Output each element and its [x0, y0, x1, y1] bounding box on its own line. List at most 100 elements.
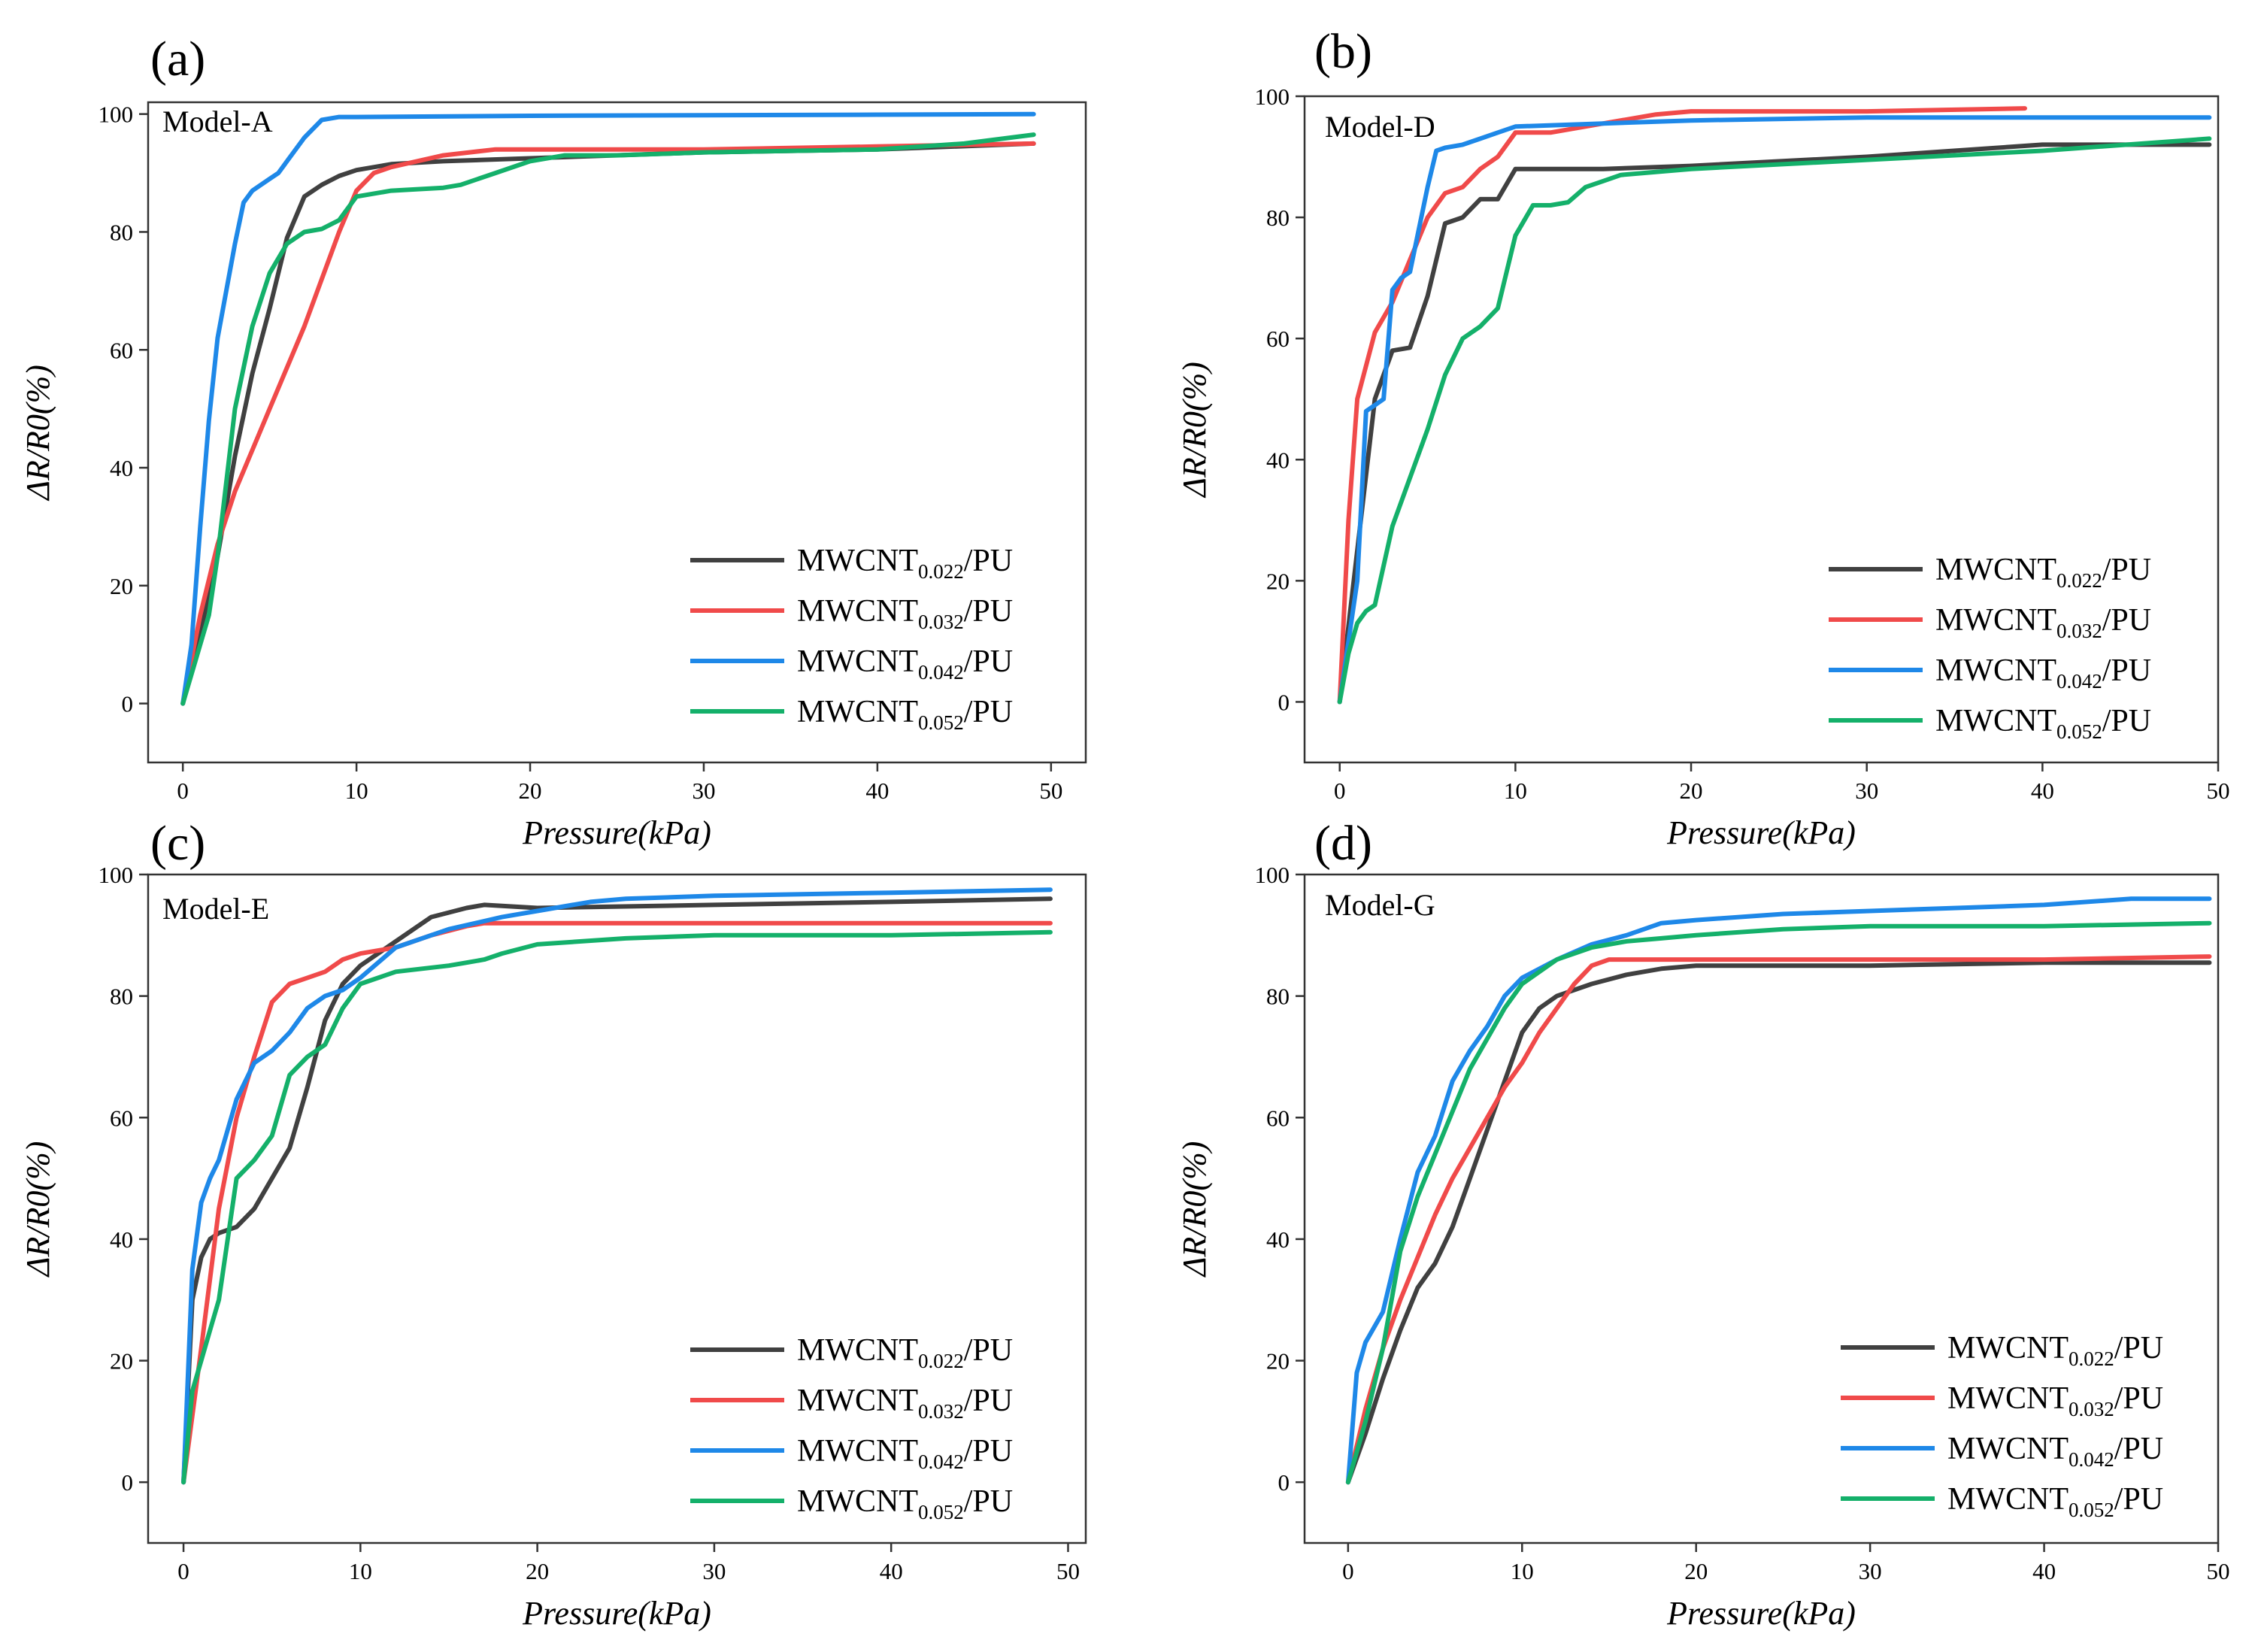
panel-2-y-tick-label: 60	[1266, 326, 1290, 352]
panel-1-x-tick-label: 50	[1039, 778, 1062, 804]
panel-3: (c) Model-E 0 10 20 30 40 50 0 20 40 60 80 100 Pressur…	[20, 816, 1087, 1632]
panel-3-x-tick-label: 20	[526, 1558, 549, 1584]
panel-2-x-tick-label: 10	[1504, 778, 1527, 804]
panel-4-series-1	[1345, 960, 2212, 1485]
panel-3-legend-label-3: MWCNT0.042/PU	[797, 1434, 1013, 1473]
panel-2-y-axis-title: ΔR/R0(%)	[1176, 362, 1213, 499]
panel-3-legend-label-2: MWCNT0.032/PU	[797, 1384, 1013, 1423]
panel-3-label: (c)	[150, 816, 205, 871]
panel-1-y-tick-label: 100	[99, 102, 134, 128]
panel-3-y-tick-label: 80	[110, 984, 133, 1010]
panel-1-x-tick-label: 0	[177, 778, 189, 804]
panel-4-legend: MWCNT0.022/PU MWCNT0.032/PU MWCNT0.042/PU M…	[1841, 1331, 2163, 1521]
panel-3-series-3	[181, 887, 1053, 1485]
panel-3-legend-label-4: MWCNT0.052/PU	[797, 1484, 1013, 1523]
panel-3-series-2	[181, 920, 1053, 1485]
panel-2-label: (b)	[1314, 24, 1372, 79]
panel-3-y-axis-title: ΔR/R0(%)	[20, 1141, 56, 1278]
panel-1: (a) Model-A 0 10 20 30 40 50 0 20 40 60 80 100 Pressur…	[20, 32, 1087, 851]
panel-4-series-3	[1345, 896, 2212, 1485]
panel-4-y-tick-label: 80	[1266, 984, 1290, 1010]
panel-2-y-tick-label: 80	[1266, 205, 1290, 231]
panel-2-y-tick-label: 100	[1255, 83, 1290, 110]
panel-3-x-tick-label: 0	[177, 1558, 189, 1584]
panel-1-series-3	[180, 111, 1036, 706]
panel-2-plot-frame	[1303, 95, 2220, 764]
panel-2-legend-label-4: MWCNT0.052/PU	[1935, 704, 2151, 743]
panel-3-y-tick-label: 100	[99, 862, 134, 888]
panel-4-x-tick-label: 40	[2032, 1558, 2056, 1584]
panel-1-y-tick-label: 0	[122, 691, 134, 717]
panel-2-x-tick-label: 20	[1680, 778, 1703, 804]
panel-1-series-2	[180, 141, 1036, 706]
panel-1-legend-label-4: MWCNT0.052/PU	[797, 695, 1013, 734]
panel-3-x-axis-title: Pressure(kPa)	[522, 1595, 711, 1632]
panel-2-x-tick-label: 50	[2207, 778, 2230, 804]
panel-3-series-4	[181, 929, 1053, 1485]
panel-2-series-3	[1337, 115, 2212, 705]
panel-1-model-title: Model-A	[162, 105, 273, 138]
panel-4-x-tick-label: 50	[2207, 1558, 2230, 1584]
panel-3-series-1	[181, 896, 1053, 1485]
panel-1-x-tick-label: 40	[865, 778, 889, 804]
panel-1-legend-label-2: MWCNT0.032/PU	[797, 594, 1013, 633]
panel-2-legend: MWCNT0.022/PU MWCNT0.032/PU MWCNT0.042/PU M…	[1829, 553, 2151, 743]
panel-4-x-axis-title: Pressure(kPa)	[1666, 1595, 1856, 1632]
panel-4-x-tick-label: 10	[1511, 1558, 1534, 1584]
panel-4-series-2	[1345, 954, 2212, 1485]
panel-2-x-axis-title: Pressure(kPa)	[1666, 814, 1856, 851]
panel-1-y-tick-label: 20	[110, 573, 133, 599]
panel-3-legend-label-1: MWCNT0.022/PU	[797, 1333, 1013, 1372]
panel-4-y-tick-label: 60	[1266, 1105, 1290, 1131]
panel-1-label: (a)	[150, 32, 205, 86]
panel-1-y-tick-label: 40	[110, 455, 133, 481]
panel-2-x-tick-label: 0	[1334, 778, 1346, 804]
panel-4-label: (d)	[1314, 816, 1372, 871]
panel-1-x-tick-label: 10	[345, 778, 368, 804]
panel-2-y-tick-label: 0	[1278, 689, 1290, 715]
panel-3-x-tick-label: 10	[349, 1558, 372, 1584]
panel-2-legend-label-2: MWCNT0.032/PU	[1935, 603, 2151, 642]
panel-2-model-title: Model-D	[1325, 110, 1435, 144]
panel-2-series-4	[1337, 136, 2212, 705]
panel-3-x-tick-label: 50	[1056, 1558, 1080, 1584]
panel-1-legend-label-1: MWCNT0.022/PU	[797, 544, 1013, 583]
panel-3-y-tick-label: 40	[110, 1226, 133, 1253]
panel-2: (b) Model-D 0 10 20 30 40 50 0 20 40 60 80 100 Pressur…	[1176, 24, 2230, 851]
panel-3-model-title: Model-E	[162, 892, 269, 926]
panel-1-y-tick-label: 80	[110, 219, 133, 245]
panel-1-y-axis-title: ΔR/R0(%)	[20, 365, 56, 502]
panel-4-y-tick-label: 40	[1266, 1226, 1290, 1253]
panel-4-series-4	[1345, 920, 2212, 1485]
panel-1-x-axis-title: Pressure(kPa)	[522, 814, 711, 851]
panel-2-legend-label-3: MWCNT0.042/PU	[1935, 653, 2151, 693]
panel-3-legend: MWCNT0.022/PU MWCNT0.032/PU MWCNT0.042/PU M…	[690, 1333, 1013, 1523]
panel-4: (d) Model-G 0 10 20 30 40 50 0 20 40 60 80 100 Pressur…	[1176, 816, 2230, 1632]
panel-1-legend: MWCNT0.022/PU MWCNT0.032/PU MWCNT0.042/PU M…	[690, 544, 1013, 734]
panel-4-y-tick-label: 0	[1278, 1469, 1290, 1496]
panel-2-y-tick-label: 20	[1266, 568, 1290, 594]
panel-1-x-tick-label: 20	[519, 778, 542, 804]
panel-4-y-tick-label: 20	[1266, 1348, 1290, 1375]
panel-1-series-4	[180, 132, 1036, 706]
panel-3-plot-frame	[147, 873, 1087, 1544]
panel-3-x-tick-label: 30	[702, 1558, 726, 1584]
panel-2-y-tick-label: 40	[1266, 447, 1290, 473]
panel-4-y-axis-title: ΔR/R0(%)	[1176, 1141, 1213, 1278]
panel-4-legend-label-2: MWCNT0.032/PU	[1947, 1381, 2163, 1420]
panel-4-legend-label-3: MWCNT0.042/PU	[1947, 1432, 2163, 1471]
panel-4-x-tick-label: 0	[1342, 1558, 1354, 1584]
panel-1-x-tick-label: 30	[692, 778, 715, 804]
panel-1-y-tick-label: 60	[110, 337, 133, 363]
panel-2-x-tick-label: 30	[1855, 778, 1878, 804]
panel-2-x-tick-label: 40	[2031, 778, 2054, 804]
panel-4-plot-frame	[1303, 873, 2220, 1544]
panel-1-plot-frame	[147, 101, 1087, 764]
panel-4-model-title: Model-G	[1325, 888, 1435, 922]
panel-2-legend-label-1: MWCNT0.022/PU	[1935, 553, 2151, 592]
panel-2-series-1	[1337, 142, 2212, 705]
panel-3-y-tick-label: 0	[122, 1469, 134, 1496]
panel-3-x-tick-label: 40	[880, 1558, 903, 1584]
panel-2-series-2	[1337, 106, 2027, 705]
